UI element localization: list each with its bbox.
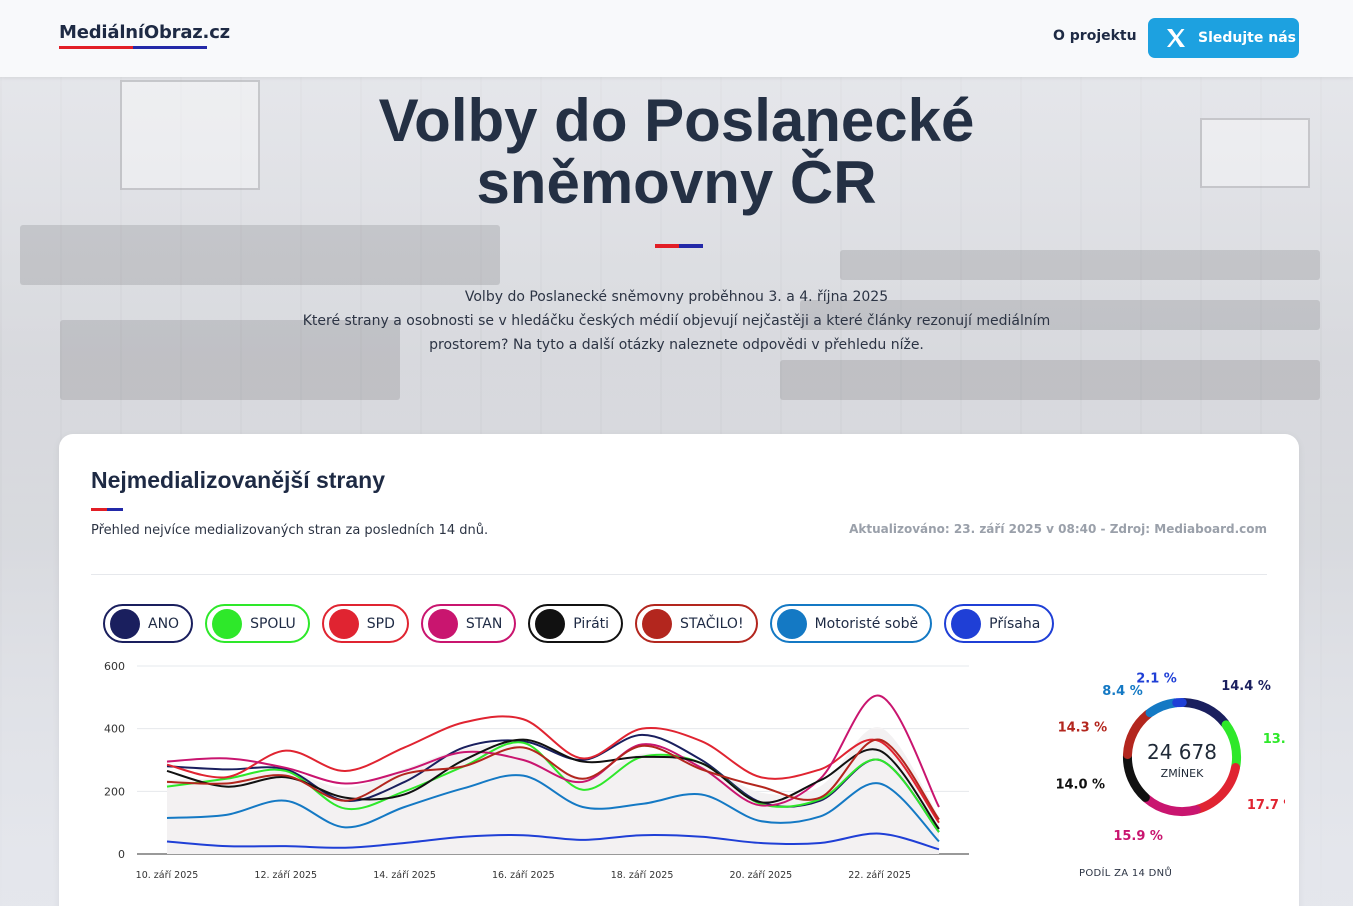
site-header: MediálníObraz.cz O projektu Sledujte nás [0,0,1353,77]
donut-slice-label: 14.3 % [1058,720,1108,735]
x-tick-label: 16. září 2025 [492,870,555,881]
series-line-7[interactable] [166,774,940,843]
party-chip-label: STAN [465,615,503,632]
page-title: Volby do Poslanecké sněmovny ČR [0,90,1353,214]
x-tick-label: 18. září 2025 [611,870,674,881]
y-tick-label: 600 [104,660,125,673]
party-chip-label: STAČILO! [680,615,744,632]
y-tick-label: 400 [104,723,125,736]
card-divider [91,574,1267,575]
donut-slice-label: 8.4 % [1102,684,1143,699]
series-line-4[interactable] [166,694,940,808]
donut-slice-2[interactable] [1221,720,1242,771]
series-line-6[interactable] [166,738,940,821]
party-chip-2[interactable]: SPOLU [205,604,310,643]
spd-logo-icon [328,608,359,639]
party-chip-3[interactable]: SPD [321,604,409,643]
party-chip-1[interactable]: ANO [103,604,194,643]
site-logo[interactable]: MediálníObraz.cz [59,22,230,43]
title-line-1: Volby do Poslanecké [378,87,975,154]
series-line-8[interactable] [166,832,940,851]
donut-total: 24 678 [1147,740,1217,764]
intro-line-2: Které strany a osobnosti se v hledáčku č… [302,313,1051,353]
donut-chart: 14.4 % 13.1 % 17.7 % 15.9 % 14.0 % 14.3 % 8.4 … [1055,672,1285,844]
prisaha-logo-icon [951,608,982,639]
line-chart: 0 200 400 600 10. září 2025 12. září 2025 14. … [104,660,969,881]
x-tick-label: 12. září 2025 [254,870,317,881]
intro-text: Volby do Poslanecké sněmovny proběhnou 3… [290,285,1063,357]
donut-slice-5[interactable] [1122,751,1150,802]
stan-logo-icon [427,608,458,639]
pirati-logo-icon [535,608,566,639]
party-filter-chips: ANO SPOLU SPD STAN Piráti STAČILO! Motoristé s… [103,604,1055,643]
ano-logo-icon [110,608,140,639]
donut-slice-label: 17.7 % [1247,798,1285,813]
spolu-logo-icon [212,608,243,639]
party-chip-label: ANO [148,615,180,632]
party-chip-label: SPD [366,615,395,632]
party-chip-8[interactable]: Přísaha [944,604,1055,643]
updated-info: Aktualizováno: 23. září 2025 v 08:40 - Z… [849,522,1267,536]
donut-slice-label: 14.0 % [1055,777,1105,792]
parties-card: Nejmedializovanější strany Přehled nejví… [59,434,1299,906]
title-accent-bar [655,244,703,248]
party-chip-4[interactable]: STAN [420,604,517,643]
y-tick-label: 0 [118,848,125,861]
donut-slice-label: 13.1 % [1263,732,1285,747]
x-tick-label: 20. září 2025 [730,870,793,881]
series-line-2[interactable] [166,741,940,833]
card-title-accent [91,508,123,511]
x-logo-icon [1167,29,1185,47]
donut-caption: PODÍL ZA 14 DNŮ [1079,868,1173,879]
donut-slice-6[interactable] [1122,709,1154,759]
party-chip-6[interactable]: STAČILO! [635,604,758,643]
follow-label: Sledujte nás [1198,30,1296,46]
logo-underline [59,46,207,49]
party-chip-5[interactable]: Piráti [528,604,624,643]
party-chip-7[interactable]: Motoristé sobě [769,604,933,643]
party-chip-label: Piráti [573,615,610,632]
nav-about-link[interactable]: O projektu [1053,28,1137,44]
party-chip-label: SPOLU [250,615,296,632]
donut-slice-label: 15.9 % [1113,829,1163,844]
motoriste-logo-icon [776,608,807,639]
x-tick-label: 10. září 2025 [136,870,199,881]
stacilo-logo-icon [642,608,673,639]
donut-slice-label: 14.4 % [1221,679,1271,694]
party-chip-label: Přísaha [989,615,1041,632]
title-line-2: sněmovny ČR [476,149,877,216]
donut-slice-3[interactable] [1193,763,1241,814]
donut-total-label: ZMÍNEK [1161,767,1204,780]
intro-line-1: Volby do Poslanecké sněmovny proběhnou 3… [464,289,889,305]
donut-slice-7[interactable] [1145,698,1180,718]
card-subtitle: Přehled nejvíce medializovaných stran za… [91,523,489,538]
x-tick-label: 14. září 2025 [373,870,436,881]
donut-slice-label: 2.1 % [1136,672,1177,687]
x-tick-label: 22. září 2025 [848,870,911,881]
card-title: Nejmedializovanější strany [91,467,386,493]
follow-x-button[interactable]: Sledujte nás [1148,18,1299,58]
y-tick-label: 200 [104,785,125,798]
donut-slice-1[interactable] [1179,697,1230,729]
donut-slice-4[interactable] [1142,794,1201,816]
party-chip-label: Motoristé sobě [814,615,919,632]
series-line-3[interactable] [166,715,940,824]
